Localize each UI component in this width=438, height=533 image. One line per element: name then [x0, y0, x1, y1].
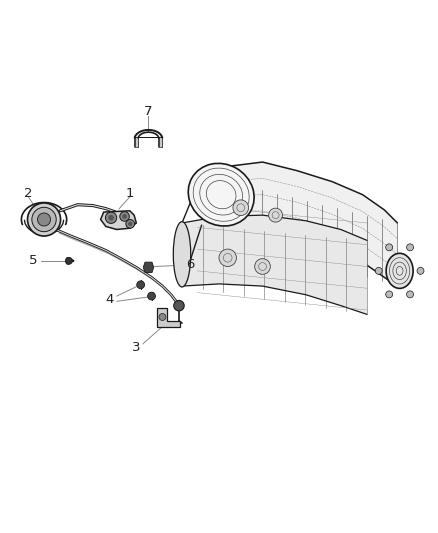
Text: 3: 3: [132, 341, 141, 353]
Circle shape: [406, 244, 413, 251]
Polygon shape: [101, 211, 136, 230]
Polygon shape: [182, 215, 367, 314]
Circle shape: [268, 208, 283, 222]
Circle shape: [254, 259, 270, 274]
Circle shape: [406, 291, 413, 298]
Circle shape: [375, 268, 382, 274]
Polygon shape: [143, 262, 154, 272]
Text: 4: 4: [105, 293, 113, 305]
Text: 6: 6: [187, 258, 195, 271]
Circle shape: [417, 268, 424, 274]
Circle shape: [219, 249, 237, 266]
Circle shape: [108, 215, 114, 221]
Polygon shape: [157, 308, 180, 327]
Circle shape: [137, 281, 145, 289]
Text: 2: 2: [24, 187, 32, 200]
Circle shape: [174, 301, 184, 311]
Ellipse shape: [386, 253, 413, 288]
Circle shape: [159, 313, 166, 320]
Circle shape: [128, 222, 132, 226]
Text: 1: 1: [126, 187, 134, 200]
Circle shape: [38, 213, 50, 226]
Ellipse shape: [188, 164, 254, 226]
Circle shape: [32, 207, 56, 232]
Text: 7: 7: [144, 106, 153, 118]
Circle shape: [233, 200, 249, 215]
Text: 5: 5: [28, 254, 37, 268]
Circle shape: [386, 244, 392, 251]
Circle shape: [126, 220, 134, 228]
Circle shape: [106, 212, 117, 223]
Circle shape: [65, 257, 72, 264]
Polygon shape: [201, 162, 397, 286]
Ellipse shape: [173, 222, 191, 287]
Polygon shape: [134, 137, 162, 147]
Circle shape: [386, 291, 392, 298]
Circle shape: [122, 214, 127, 219]
Circle shape: [120, 212, 129, 221]
Circle shape: [148, 292, 155, 300]
Circle shape: [28, 203, 60, 236]
